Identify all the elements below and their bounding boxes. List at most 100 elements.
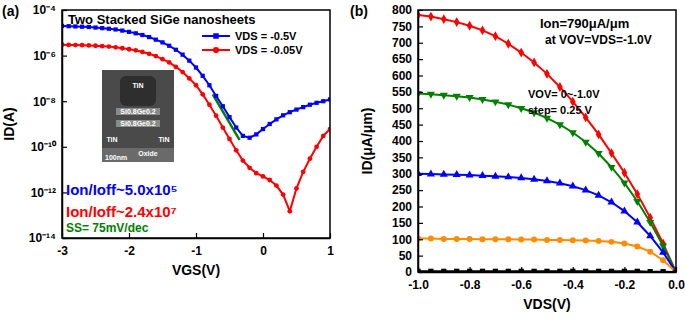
- data-point: [428, 236, 434, 242]
- x-tick: -0.2: [615, 267, 636, 292]
- data-point: [220, 125, 225, 130]
- y-tick-mark: [62, 238, 67, 239]
- data-point: [120, 28, 124, 32]
- panel-label: (b): [350, 3, 368, 19]
- data-point: [261, 174, 266, 179]
- data-point: [107, 27, 111, 31]
- plot-area: [62, 24, 330, 214]
- x-tick-label: -1: [191, 244, 202, 258]
- data-point: [595, 151, 603, 158]
- data-point: [234, 125, 238, 129]
- series-markers: [62, 24, 330, 140]
- data-point: [187, 59, 191, 63]
- data-point: [140, 33, 144, 37]
- data-point: [187, 76, 192, 81]
- data-point: [454, 17, 460, 27]
- x-tick-label: -0.4: [563, 278, 584, 292]
- plot-frame: [418, 10, 676, 272]
- annotation: at VOV=VDS=-1.0V: [545, 33, 652, 47]
- data-point: [480, 25, 486, 35]
- data-point: [227, 137, 232, 142]
- data-point: [134, 31, 138, 35]
- y-tick-mark: [418, 59, 423, 60]
- y-tick: 10⁻¹⁴: [29, 231, 67, 245]
- data-point: [557, 237, 563, 243]
- y-tick-mark: [418, 174, 423, 175]
- data-point: [531, 57, 537, 67]
- data-point: [80, 43, 85, 48]
- y-tick-label: 550: [392, 85, 412, 99]
- legend-entry: VDS = -0.5V: [202, 30, 297, 42]
- x-tick-label: 0: [260, 244, 267, 258]
- data-point: [427, 169, 435, 176]
- y-tick: 200: [392, 200, 423, 214]
- data-point: [107, 44, 112, 49]
- data-point: [194, 83, 199, 88]
- plot-area: [418, 10, 676, 272]
- data-point: [530, 175, 538, 182]
- data-point: [160, 40, 164, 44]
- y-tick-label: 150: [392, 216, 412, 230]
- annotation: SS= 75mV/dec: [66, 221, 149, 235]
- x-tick-mark: [196, 233, 197, 238]
- y-axis-title: ID(A): [1, 107, 17, 140]
- x-tick-label: -0.6: [511, 278, 532, 292]
- data-point: [504, 172, 512, 179]
- y-tick-label: 800: [392, 3, 412, 17]
- y-tick-mark: [418, 92, 423, 93]
- data-point: [428, 12, 434, 22]
- y-tick-label: 100: [392, 233, 412, 247]
- series-markers: [418, 10, 676, 272]
- data-point: [518, 237, 524, 243]
- y-tick-mark: [62, 101, 67, 102]
- data-point: [441, 14, 447, 24]
- y-tick-label: 200: [392, 200, 412, 214]
- panel: TiNSi0.8Ge0.2Si0.8Ge0.2TiNTiNOxide100nm-…: [29, 3, 334, 257]
- x-tick-label: 0.0: [668, 278, 685, 292]
- x-tick-label: -2: [124, 244, 135, 258]
- data-point: [570, 237, 576, 243]
- y-tick-label: 10⁻⁶: [33, 49, 56, 63]
- data-point: [113, 45, 118, 50]
- data-point: [314, 101, 318, 105]
- series-line: [62, 26, 330, 138]
- y-tick-mark: [418, 190, 423, 191]
- data-point: [268, 122, 272, 126]
- y-tick-label: 650: [392, 52, 412, 66]
- data-point: [518, 48, 524, 58]
- y-tick: 750: [392, 20, 423, 34]
- data-point: [621, 241, 627, 247]
- data-point: [288, 110, 292, 114]
- data-point: [113, 27, 117, 31]
- data-point: [321, 99, 325, 103]
- data-point: [544, 69, 550, 79]
- data-point: [620, 206, 628, 213]
- y-tick: 500: [392, 102, 423, 116]
- annotation: Ion/Ioff~5.0x10⁵: [66, 181, 178, 198]
- y-tick-mark: [418, 75, 423, 76]
- legend-marker: [213, 33, 218, 38]
- y-tick-label: 10⁻¹⁰: [31, 140, 57, 154]
- data-point: [569, 130, 577, 137]
- data-point: [441, 236, 447, 242]
- data-point: [556, 179, 564, 186]
- x-axis: -1.0-0.8-0.6-0.4-0.20.0: [408, 267, 685, 292]
- data-point: [622, 168, 628, 178]
- data-point: [254, 171, 259, 176]
- y-tick: 350: [392, 151, 423, 165]
- data-point: [478, 171, 486, 178]
- x-tick-mark: [470, 267, 471, 272]
- x-tick: 0: [260, 233, 267, 258]
- series-markers: [418, 169, 676, 272]
- data-point: [227, 115, 231, 119]
- data-point: [569, 182, 577, 189]
- x-tick-mark: [521, 267, 522, 272]
- data-point: [609, 148, 615, 158]
- y-tick-label: 750: [392, 20, 412, 34]
- data-point: [308, 156, 313, 161]
- data-point: [214, 113, 219, 118]
- data-point: [294, 107, 298, 111]
- data-point: [66, 42, 71, 47]
- inset-label: TiN: [158, 136, 169, 143]
- data-point: [93, 43, 98, 48]
